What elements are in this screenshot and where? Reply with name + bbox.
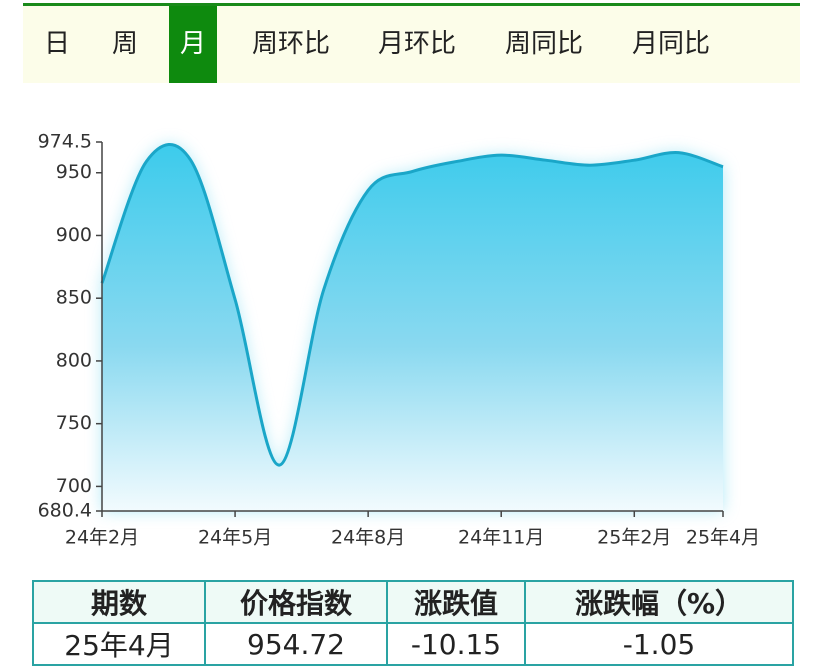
header-cell: 涨跌值: [386, 580, 526, 624]
tab[interactable]: 周环比: [251, 29, 330, 59]
header-cell: 价格指数: [204, 580, 388, 624]
x-tick-label: 24年5月: [198, 527, 272, 549]
tab[interactable]: 日: [43, 29, 70, 59]
cell: -1.05: [524, 622, 794, 666]
tab[interactable]: 月同比: [631, 29, 710, 59]
cell: -10.15: [386, 622, 526, 666]
data-table: 期数 价格指数 涨跌值 涨跌幅（%） 25年4月 954.72 -10.15 -1.05: [32, 580, 794, 666]
tab[interactable]: 月: [169, 6, 217, 83]
x-tick-label: 25年2月: [597, 527, 671, 549]
x-tick-label: 24年11月: [458, 527, 544, 549]
chart: 680.4 700 750 800 850 900 950 974.5 24年2月 24年5月 24…: [38, 131, 761, 549]
y-tick-label: 974.5: [38, 131, 92, 153]
tab-bar: 日 周 月 周环比 月环比 周同比 月同比: [23, 3, 800, 83]
cell: 25年4月: [32, 622, 206, 666]
tab[interactable]: 周: [111, 29, 138, 59]
row: 25年4月 954.72 -10.15 -1.05: [32, 622, 794, 666]
y-tick-label: 800: [56, 349, 92, 371]
x-tick-label: 25年4月: [686, 527, 760, 549]
area: [102, 144, 723, 511]
x-tick-label: 24年2月: [65, 527, 139, 549]
x-tick-label: 24年8月: [331, 527, 405, 549]
y-tick-label: 950: [56, 161, 92, 183]
y-tick-label: 680.4: [38, 500, 92, 522]
y-tick-label: 700: [56, 475, 92, 497]
y-tick-label: 750: [56, 412, 92, 434]
header-row: 期数 价格指数 涨跌值 涨跌幅（%）: [32, 580, 794, 624]
y-tick-label: 850: [56, 287, 92, 309]
cell: 954.72: [204, 622, 388, 666]
header-cell: 涨跌幅（%）: [524, 580, 794, 624]
y-tick-label: 900: [56, 224, 92, 246]
tab[interactable]: 月环比: [377, 29, 456, 59]
line: [100, 143, 724, 467]
tab[interactable]: 周同比: [504, 29, 583, 59]
header-cell: 期数: [32, 580, 206, 624]
